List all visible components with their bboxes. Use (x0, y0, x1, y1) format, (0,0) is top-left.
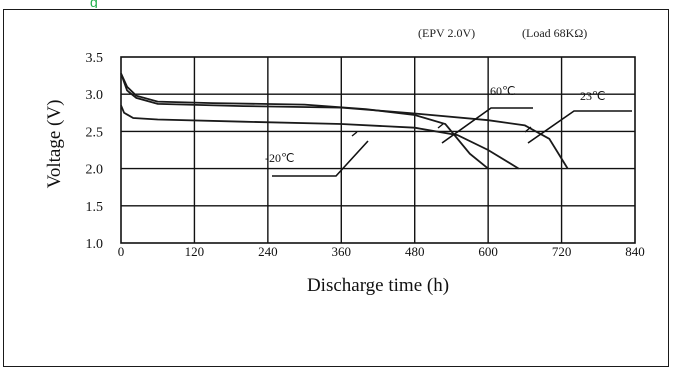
condition-load: (Load 68KΩ) (522, 26, 588, 40)
x-tick-label: 360 (332, 244, 352, 259)
annotation-tick (351, 131, 358, 137)
x-tick-label: 840 (625, 244, 645, 259)
series-line (120, 73, 489, 170)
annotation-leader (441, 107, 533, 144)
annotation-label: 60℃ (490, 84, 515, 98)
annotation-label: -20℃ (265, 151, 294, 165)
plot-area (120, 56, 636, 244)
x-tick-label: 720 (552, 244, 572, 259)
series-line (120, 73, 569, 170)
x-axis-label: Discharge time (h) (307, 275, 449, 296)
annotation-leader (272, 140, 369, 177)
x-tick-label: 120 (185, 244, 205, 259)
annotation-leader (527, 110, 632, 144)
x-tick-label: 480 (405, 244, 425, 259)
annotation-tick (524, 126, 532, 133)
x-tick-label: 0 (118, 244, 125, 259)
y-tick-label: 1.5 (86, 200, 104, 215)
series-line (120, 105, 520, 170)
y-tick-label: 2.0 (86, 163, 104, 178)
top-cropped-text: g (90, 0, 99, 8)
chart-frame (3, 9, 669, 367)
x-tick-label: 600 (478, 244, 498, 259)
y-tick-label: 2.5 (86, 125, 104, 140)
y-tick-label: 3.0 (86, 88, 104, 103)
y-tick-label: 1.0 (86, 237, 104, 252)
annotation-label: 23℃ (580, 89, 605, 103)
x-tick-label: 240 (258, 244, 278, 259)
annotation-tick (437, 123, 444, 129)
y-tick-label: 3.5 (86, 51, 104, 66)
condition-epv: (EPV 2.0V) (418, 26, 476, 40)
y-axis-label: Voltage (V) (44, 100, 65, 189)
